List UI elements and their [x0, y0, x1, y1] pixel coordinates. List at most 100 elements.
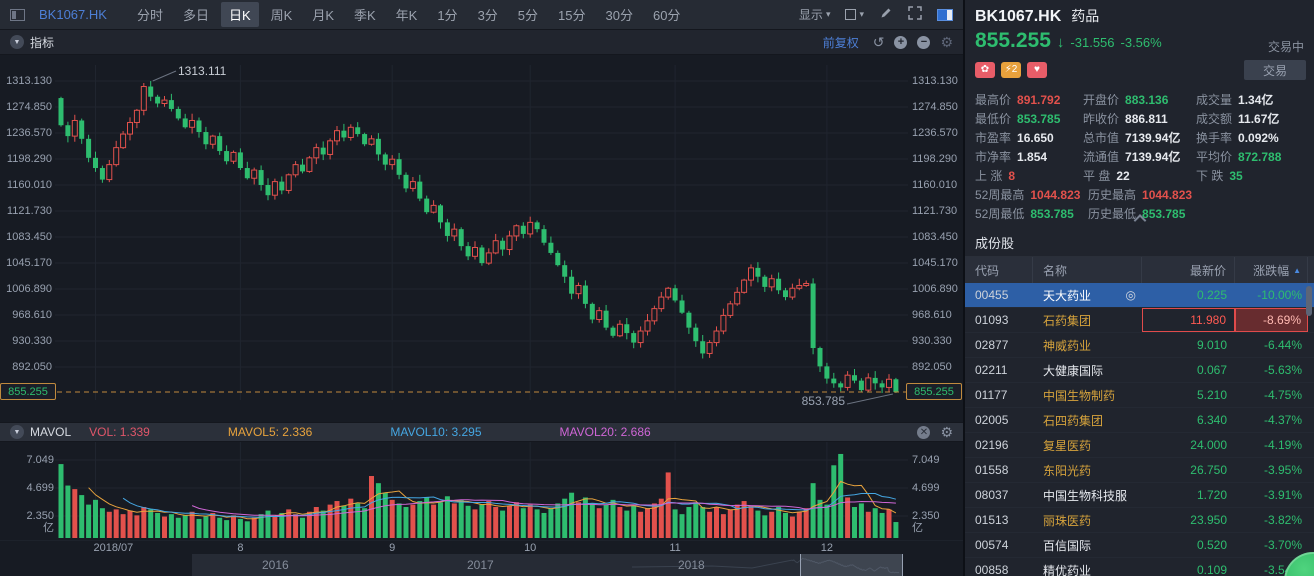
candlestick-chart[interactable]: 855.255 855.255 1313.111 853.785 1313.13…	[0, 55, 963, 422]
cell-change-pct: -3.70%	[1263, 538, 1302, 552]
tab-1分[interactable]: 1分	[437, 8, 458, 23]
settings-gear-icon[interactable]: ⚙	[940, 34, 953, 50]
mavol-label: MAVOL	[30, 425, 72, 439]
volume-axis-label: 7.049	[912, 454, 940, 466]
cell-name: 中国生物制药	[1033, 383, 1142, 407]
price-change: -31.556	[1070, 35, 1115, 50]
stats-row: 52周最高 1044.823 历史最高 1044.823	[975, 185, 1308, 204]
cell-price: 23.950	[1190, 513, 1227, 527]
x-axis-label: 11	[669, 542, 681, 554]
stat-平均价: 平均价 872.788	[1196, 148, 1310, 165]
stat-label: 平 盘	[1083, 169, 1111, 183]
symbol-link[interactable]: BK1067.HK	[39, 7, 107, 22]
tab-分时[interactable]: 分时	[136, 8, 163, 23]
chevron-down-icon: ▾	[825, 9, 831, 19]
cell-name: 天大药业 ◎	[1033, 283, 1142, 307]
stock-name: 复星医药	[1043, 438, 1092, 453]
table-row-01513[interactable]: 01513 丽珠医药 23.950 -3.82%	[965, 508, 1314, 533]
settings-gear-icon[interactable]: ⚙	[940, 424, 953, 440]
candlestick-svg	[55, 65, 908, 405]
tab-月K[interactable]: 月K	[312, 8, 334, 23]
tab-15分[interactable]: 15分	[558, 8, 586, 23]
table-row-01177[interactable]: 01177 中国生物制药 5.210 -4.75%	[965, 383, 1314, 408]
lv2-quote-badge[interactable]: ⚡2	[1001, 62, 1021, 78]
adjust-mode-link[interactable]: 前复权	[822, 35, 859, 50]
mavol-dropdown-icon[interactable]: ▼	[10, 425, 24, 439]
tab-多日[interactable]: 多日	[182, 8, 209, 23]
tab-30分[interactable]: 30分	[605, 8, 633, 23]
stock-name: 石四药集团	[1043, 413, 1104, 428]
stat-52周最低: 52周最低 853.785	[975, 205, 1088, 222]
stat-label: 历史最低	[1088, 207, 1137, 221]
display-dropdown[interactable]: 显示 ▾	[799, 6, 831, 23]
tab-60分[interactable]: 60分	[652, 8, 681, 23]
cell-code: 02877	[975, 338, 1009, 352]
table-row-02211[interactable]: 02211 大健康国际 0.067 -5.63%	[965, 358, 1314, 383]
time-axis: 2018/07 8 9 10 11 12	[0, 540, 963, 554]
slider-year-label: 2018	[678, 558, 705, 572]
stat-label: 历史最高	[1088, 188, 1137, 202]
table-row-01558[interactable]: 01558 东阳光药 26.750 -3.95%	[965, 458, 1314, 483]
chevron-down-icon: ▾	[859, 9, 864, 19]
volume-chart[interactable]: 7.049 7.049 4.699 4.699 2.350 2.350 亿亿	[0, 442, 963, 540]
y-axis-label: 1006.890	[6, 283, 52, 295]
stats-row: 52周最低 853.785 历史最低 853.785	[975, 204, 1308, 223]
table-row-00455[interactable]: 00455 天大药业 ◎ 0.225 -10.00%	[965, 283, 1314, 308]
draw-tool-icon[interactable]	[879, 6, 893, 23]
cell-price: 0.109	[1196, 563, 1227, 576]
header-代码[interactable]: 代码	[965, 257, 1033, 283]
table-row-02196[interactable]: 02196 复星医药 24.000 -4.19%	[965, 433, 1314, 458]
stat-label: 总市值	[1083, 131, 1120, 145]
close-icon[interactable]: ✕	[917, 425, 931, 439]
slider-selection-window[interactable]	[800, 554, 903, 576]
table-row-02877[interactable]: 02877 神威药业 9.010 -6.44%	[965, 333, 1314, 358]
tab-季K[interactable]: 季K	[353, 8, 376, 23]
hk-market-badge[interactable]: ✿	[975, 62, 995, 78]
cell-name: 大健康国际	[1033, 358, 1142, 382]
stat-开盘价: 开盘价 883.136	[1083, 91, 1196, 108]
mavol-controls: ✕ ⚙	[917, 425, 953, 439]
tab-周K[interactable]: 周K	[270, 8, 293, 23]
table-row-01093[interactable]: 01093 石药集团 11.980 -8.69%	[965, 308, 1314, 333]
header-最新价[interactable]: 最新价	[1142, 257, 1235, 283]
indicator-label: 指标	[30, 35, 55, 50]
cell-name: 东阳光药	[1033, 458, 1142, 482]
undo-icon[interactable]: ↺	[872, 34, 885, 50]
table-row-02005[interactable]: 02005 石四药集团 6.340 -4.37%	[965, 408, 1314, 433]
table-row-00574[interactable]: 00574 百信国际 0.520 -3.70%	[965, 533, 1314, 558]
stats-row: 市净率 1.854 流通值 7139.94亿 平均价 872.788	[975, 147, 1308, 166]
last-price: 855.255	[975, 29, 1051, 52]
tab-5分[interactable]: 5分	[517, 8, 539, 23]
trade-button[interactable]: 交易	[1244, 60, 1306, 80]
favorite-badge[interactable]: ♥	[1027, 62, 1047, 78]
header-名称[interactable]: 名称	[1033, 257, 1142, 283]
stat-value: 853.785	[1142, 206, 1186, 221]
zoom-in-icon[interactable]: +	[894, 35, 908, 49]
layout-icon[interactable]	[10, 8, 25, 21]
scrollbar-thumb[interactable]	[1306, 286, 1312, 316]
table-row-00858[interactable]: 00858 精优药业 0.109 -3.54%	[965, 558, 1314, 576]
stock-name: 中国生物科技服务	[1043, 488, 1127, 503]
table-row-08037[interactable]: 08037 中国生物科技服务 1.720 -3.91%	[965, 483, 1314, 508]
stat-label: 上 涨	[975, 169, 1003, 183]
stat-value: 883.136	[1125, 92, 1169, 107]
y-axis-label: 892.050	[12, 361, 52, 373]
cell-name: 丽珠医药	[1033, 508, 1142, 532]
cell-change-pct: -4.19%	[1263, 438, 1302, 452]
legend-item: MAVOL10: 3.295	[390, 425, 482, 439]
tab-3分[interactable]: 3分	[477, 8, 498, 23]
header-涨跌幅[interactable]: 涨跌幅 ▲	[1235, 257, 1308, 283]
slider-track[interactable]: 2016 2017 2018	[192, 554, 903, 576]
current-price-tag-right: 855.255	[906, 383, 962, 400]
y-axis-label: 1045.170	[6, 257, 52, 269]
fullscreen-icon[interactable]	[908, 6, 922, 23]
chart-style-dropdown[interactable]: ▾	[845, 9, 864, 20]
x-axis-label: 9	[389, 542, 396, 554]
indicator-dropdown-icon[interactable]: ▼	[10, 35, 24, 49]
sidebar-toggle-icon[interactable]	[937, 8, 953, 21]
zoom-out-icon[interactable]: −	[917, 35, 931, 49]
stock-name: 石药集团	[1043, 313, 1092, 328]
tab-日K[interactable]: 日K	[220, 2, 259, 27]
tab-年K[interactable]: 年K	[395, 8, 418, 23]
y-axis-label: 1274.850	[912, 101, 958, 113]
